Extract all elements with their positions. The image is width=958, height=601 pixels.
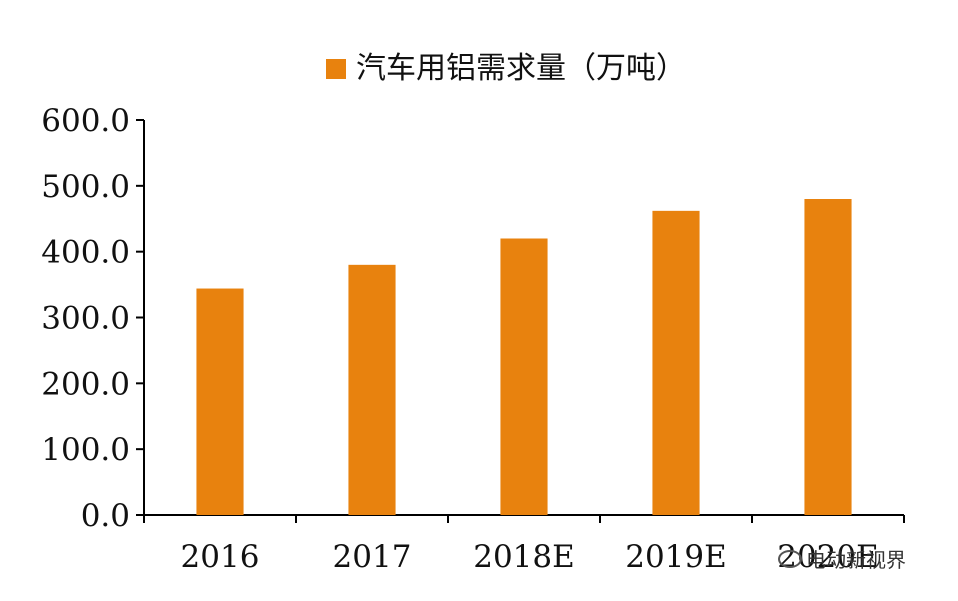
- legend: 汽车用铝需求量（万吨）: [326, 51, 686, 86]
- y-tick-label: 600.0: [41, 103, 130, 139]
- legend-label: 汽车用铝需求量（万吨）: [356, 51, 686, 86]
- y-tick-label: 400.0: [41, 235, 130, 271]
- y-tick-label: 500.0: [41, 169, 130, 205]
- y-tick-label: 0.0: [81, 498, 130, 534]
- wechat-icon: [778, 549, 802, 568]
- y-tick-label: 300.0: [41, 301, 130, 337]
- x-tick-label: 2016: [181, 539, 260, 575]
- y-axis: 0.0 100.0 200.0 300.0 400.0 500.0 600.0: [41, 103, 145, 534]
- x-tick-label: 2019E: [625, 539, 727, 575]
- bar: [804, 199, 852, 515]
- bar: [348, 264, 396, 515]
- x-tick-label: 2018E: [473, 539, 575, 575]
- x-tick-label: 2017: [333, 539, 412, 575]
- x-axis: 2016 2017 2018E 2019E 2020E: [143, 514, 905, 575]
- y-tick-label: 200.0: [41, 366, 130, 402]
- bar: [500, 238, 548, 515]
- legend-swatch: [326, 59, 346, 79]
- watermark-text: 电动新视界: [806, 548, 906, 572]
- bars: [196, 199, 852, 515]
- bar: [652, 210, 700, 515]
- bar: [196, 288, 244, 515]
- watermark: 电动新视界: [778, 544, 906, 573]
- y-tick-label: 100.0: [41, 432, 130, 468]
